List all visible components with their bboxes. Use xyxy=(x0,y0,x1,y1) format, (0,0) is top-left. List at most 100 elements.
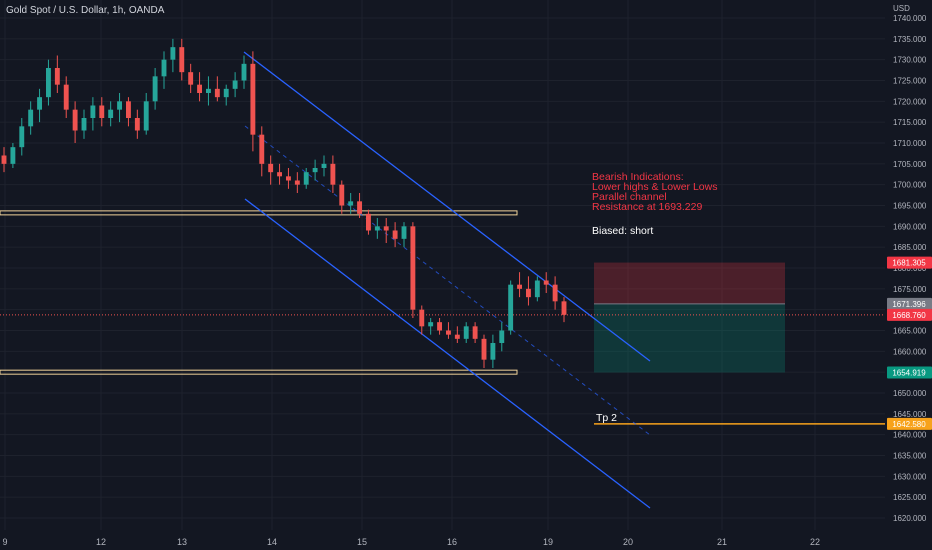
bearish-annotation[interactable]: Bearish Indications: Lower highs & Lower… xyxy=(592,171,718,213)
candle-body xyxy=(63,84,69,110)
position-zones xyxy=(594,262,785,373)
candle xyxy=(108,101,114,127)
candle-body xyxy=(294,180,300,185)
candle xyxy=(54,55,60,93)
candle-body xyxy=(1,155,7,164)
candle xyxy=(232,72,238,98)
annotation-line: Lower highs & Lower Lows xyxy=(592,181,718,193)
candle-body xyxy=(534,280,540,298)
candle-body xyxy=(28,109,34,127)
x-tick-label: 15 xyxy=(357,537,367,547)
candle-body xyxy=(383,226,389,231)
candle xyxy=(28,101,34,135)
price-marker-bg xyxy=(887,366,932,379)
candle xyxy=(214,76,220,102)
candle xyxy=(72,101,78,143)
candle-body xyxy=(259,134,265,164)
time-axis: 9 12 13 14 15 16 19 20 21 22 xyxy=(0,532,932,550)
candle-body xyxy=(117,101,122,110)
grid xyxy=(0,0,885,530)
candle-body xyxy=(499,330,505,343)
candle-body xyxy=(10,147,16,164)
resistance-support-level xyxy=(0,210,518,216)
candle-body xyxy=(72,109,78,131)
candle-body xyxy=(223,88,229,98)
annotation-line: Parallel channel xyxy=(592,191,667,203)
x-tick-label: 12 xyxy=(96,537,106,547)
candle xyxy=(490,334,496,368)
candle xyxy=(321,155,327,177)
price-marker-bg xyxy=(887,308,932,321)
horizontal-levels xyxy=(0,210,885,425)
candle xyxy=(223,84,229,106)
candle-body xyxy=(330,163,336,185)
price-marker-bg xyxy=(887,417,932,430)
candle-body xyxy=(454,334,460,339)
candle-body xyxy=(526,288,531,298)
price-marker-bg xyxy=(887,297,932,310)
candle xyxy=(499,322,505,352)
tp-label[interactable]: Tp 2 xyxy=(596,412,618,424)
y-tick-label: 1700.000 xyxy=(893,181,927,190)
x-tick-label: 13 xyxy=(177,537,187,547)
y-tick-label: 1730.000 xyxy=(893,56,927,65)
candle-body xyxy=(543,280,549,285)
y-tick-label: 1685.000 xyxy=(893,243,927,252)
price-axis-bg xyxy=(885,0,932,550)
bias-annotation[interactable]: Biased: short xyxy=(592,225,654,237)
candle-body xyxy=(517,284,522,289)
candle xyxy=(366,209,371,235)
price-marker-label: 1654.919 xyxy=(892,369,926,378)
channel-upper-line xyxy=(243,51,651,362)
candle xyxy=(543,272,549,293)
currency-label: USD xyxy=(893,4,910,13)
candle xyxy=(10,143,16,168)
resistance-support-level xyxy=(0,369,518,375)
y-tick-label: 1630.000 xyxy=(893,472,927,481)
candle xyxy=(463,322,469,343)
candle-body xyxy=(428,322,434,327)
y-tick-label: 1645.000 xyxy=(893,410,927,419)
candle xyxy=(401,222,407,248)
candle-body xyxy=(46,68,51,98)
candle xyxy=(161,51,167,89)
candle-body xyxy=(463,326,469,339)
candle-body xyxy=(303,172,309,185)
candle-body xyxy=(206,88,211,93)
price-axis: 1620.000 1625.000 1630.000 1635.000 1640.000… xyxy=(885,0,932,550)
candle xyxy=(206,76,211,106)
candle-body xyxy=(54,68,60,85)
candle xyxy=(348,193,354,214)
price-marker-label: 1642.580 xyxy=(892,420,926,429)
price-marker-label: 1671.396 xyxy=(892,300,926,309)
candle xyxy=(1,147,7,173)
y-tick-label: 1715.000 xyxy=(893,118,927,127)
channel-midline xyxy=(244,125,651,436)
candle xyxy=(117,93,122,123)
y-tick-label: 1710.000 xyxy=(893,139,927,148)
candle xyxy=(286,168,291,189)
candle-body xyxy=(143,101,149,131)
candle xyxy=(374,218,380,239)
y-tick-label: 1635.000 xyxy=(893,452,927,461)
time-axis-bg xyxy=(0,532,932,550)
candle-body xyxy=(241,63,247,81)
x-tick-label: 21 xyxy=(717,537,727,547)
price-marker: 1668.760 xyxy=(887,308,932,321)
candle xyxy=(268,155,274,185)
candle-body xyxy=(401,226,407,239)
chart-title[interactable]: Gold Spot / U.S. Dollar, 1h, OANDA xyxy=(6,5,165,16)
candle xyxy=(37,88,42,123)
candle-body xyxy=(179,47,185,73)
annotation-line: Bearish Indications: xyxy=(592,171,684,183)
x-tick-label: 22 xyxy=(810,537,820,547)
candle xyxy=(419,305,425,335)
candle-body xyxy=(312,168,318,173)
candle-body xyxy=(392,230,398,239)
candle-body xyxy=(410,226,416,310)
y-tick-label: 1720.000 xyxy=(893,97,927,106)
y-tick-label: 1695.000 xyxy=(893,202,927,211)
candle xyxy=(46,59,51,106)
